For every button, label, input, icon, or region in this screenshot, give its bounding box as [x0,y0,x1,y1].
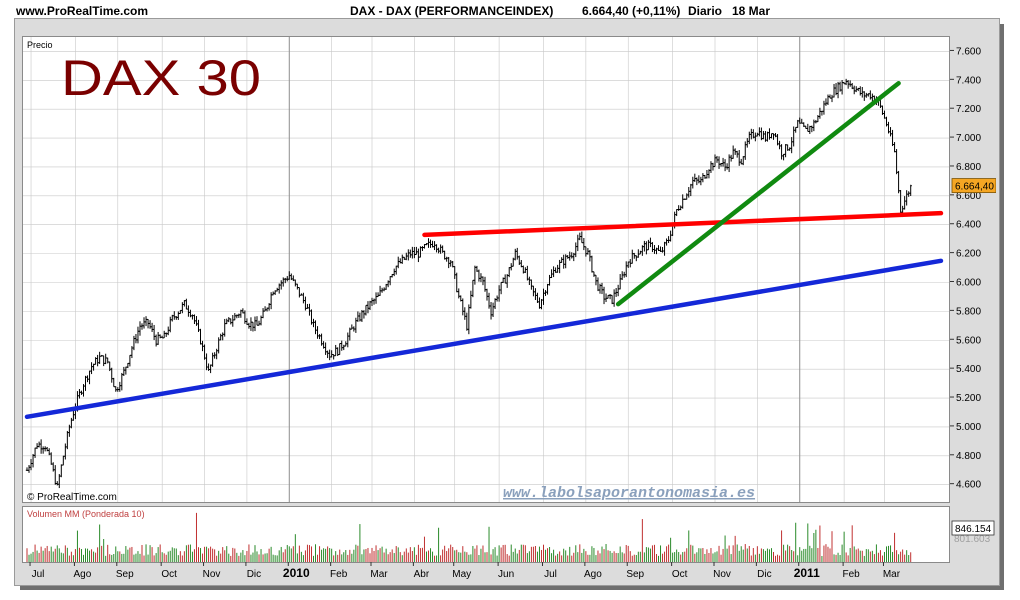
x-tick-label: Dic [757,569,771,580]
y-tick-label: 4.800 [956,451,981,462]
x-tick-label: Jul [544,569,557,580]
y-tick-label: 4.600 [956,480,981,491]
x-tick-label: Sep [626,569,644,580]
volume-title: Volumen MM (Ponderada 10) [27,509,145,519]
last-price-box [951,178,996,193]
x-tick-label: Dic [247,569,261,580]
x-tick-label: Jul [32,569,45,580]
x-tick-label: Oct [161,569,177,580]
panel-label: Precio [27,40,53,50]
y-tick-label: 6.400 [956,220,981,231]
price-axis-svg: 4.600 4.800 5.000 5.200 5.400 5.600 5.800 6.000… [950,46,996,491]
trendline [24,258,944,420]
y-tick-label: 5.400 [956,364,981,375]
date-label: 18 Mar [732,4,771,18]
x-tick-label: Ago [584,569,602,580]
volume-last-label: 846.154 [955,524,992,535]
y-tick-label: 7.000 [956,133,981,144]
period-label: Diario [688,4,723,18]
instrument-label: DAX - DAX (PERFORMANCEINDEX) [350,4,554,18]
y-tick-label: 6.000 [956,277,981,288]
y-tick-label: 6.600 [956,191,981,202]
volume-secondary-label: 801.603 [954,534,991,545]
volume-axis: 801.603 846.154 [950,506,996,561]
y-tick-label: 6.800 [956,162,981,173]
y-tick-label: 7.600 [956,46,981,57]
x-tick-label: 2010 [283,566,310,580]
volume-panel[interactable]: Volumen MM (Ponderada 10) [22,506,950,563]
volume-chart: Volumen MM (Ponderada 10) [26,509,912,562]
x-tick-label: May [452,569,471,580]
y-tick-label: 5.600 [956,335,981,346]
price-chart-panel[interactable]: Precio DAX 30 © ProRealTime.com www.labo… [22,36,950,503]
time-axis: Jul Ago Sep Oct Nov Dic 2010 Feb Mar Abr May Jun Jul… [22,562,948,582]
x-tick-label: Nov [203,569,221,580]
x-tick-label: Jun [498,569,514,580]
y-tick-label: 5.800 [956,306,981,317]
price-axis: 4.600 4.800 5.000 5.200 5.400 5.600 5.800 6.000… [950,36,996,501]
last-price-tag: 6.664,40 [951,178,996,193]
x-tick-label: Oct [672,569,688,580]
x-tick-label: 2011 [794,566,820,580]
last-price-label: 6.664,40 [955,182,994,193]
site-link[interactable]: www.labolsaporantonomasia.es [503,485,755,502]
time-axis-svg: Jul Ago Sep Oct Nov Dic 2010 Feb Mar Abr May Jun Jul… [29,562,901,580]
x-tick-label: Sep [116,569,134,580]
x-tick-label: Mar [883,569,901,580]
y-tick-label: 5.000 [956,422,981,433]
site-label: www.ProRealTime.com [16,4,149,18]
watermark-text: © ProRealTime.com [27,492,117,502]
chart-title: DAX 30 [61,50,261,106]
y-tick-label: 7.200 [956,104,981,115]
x-tick-label: Feb [330,569,348,580]
x-tick-label: Feb [843,569,861,580]
y-tick-label: 7.400 [956,75,981,86]
y-tick-label: 5.200 [956,393,981,404]
x-tick-label: Ago [74,569,92,580]
x-tick-label: Mar [370,569,388,580]
trendline [615,80,901,307]
volume-axis-svg: 801.603 846.154 [951,520,995,545]
price-chart: Precio DAX 30 © ProRealTime.com www.labo… [23,37,949,502]
quote-label: 6.664,40 (+0,11%) [582,4,681,18]
x-tick-label: Abr [414,569,430,580]
y-tick-label: 6.200 [956,249,981,260]
trendline [422,210,944,238]
volume-last-box [951,520,995,536]
x-tick-label: Nov [713,569,731,580]
